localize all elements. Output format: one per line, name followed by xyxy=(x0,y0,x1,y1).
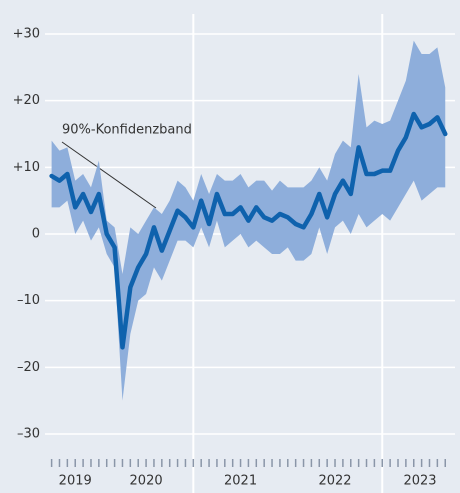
x-tick-label: 2021 xyxy=(224,474,257,489)
line xyxy=(49,111,448,350)
x-tick-label: 2020 xyxy=(130,474,163,489)
x-tick-label: 2019 xyxy=(59,474,92,489)
y-tick-label: +20 xyxy=(13,93,40,108)
y-tick-label: 0 xyxy=(32,227,40,242)
y-tick-label: –20 xyxy=(17,360,40,375)
y-tick-label: +10 xyxy=(13,160,40,175)
y-tick-label: –10 xyxy=(17,293,40,308)
x-tick-label: 2022 xyxy=(318,474,351,489)
x-tick-label: 2023 xyxy=(403,474,436,489)
y-tick-label: –30 xyxy=(17,427,40,442)
annotation: 90%-Konfidenzband xyxy=(62,123,192,138)
y-tick-label: +30 xyxy=(13,27,40,42)
annotation-leader xyxy=(61,141,157,209)
